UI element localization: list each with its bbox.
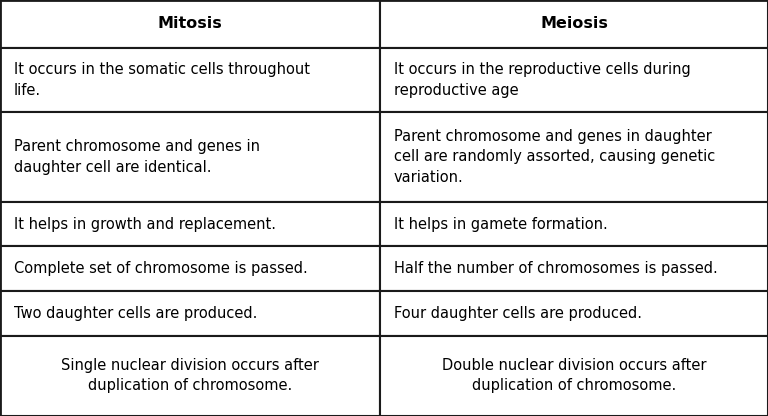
Bar: [0, 112, 380, 202]
Bar: [380, 48, 768, 112]
Text: Mitosis: Mitosis: [157, 16, 223, 32]
Text: Complete set of chromosome is passed.: Complete set of chromosome is passed.: [14, 261, 307, 276]
Bar: [380, 291, 768, 336]
Text: Single nuclear division occurs after
duplication of chromosome.: Single nuclear division occurs after dup…: [61, 358, 319, 394]
Text: Half the number of chromosomes is passed.: Half the number of chromosomes is passed…: [394, 261, 718, 276]
Bar: [0, 48, 380, 112]
Text: It occurs in the somatic cells throughout
life.: It occurs in the somatic cells throughou…: [14, 62, 310, 98]
Text: Two daughter cells are produced.: Two daughter cells are produced.: [14, 306, 257, 321]
Text: It helps in growth and replacement.: It helps in growth and replacement.: [14, 217, 276, 232]
Bar: [380, 112, 768, 202]
Text: It occurs in the reproductive cells during
reproductive age: It occurs in the reproductive cells duri…: [394, 62, 690, 98]
Bar: [0, 246, 380, 291]
Text: It helps in gamete formation.: It helps in gamete formation.: [394, 217, 607, 232]
Bar: [380, 336, 768, 416]
Text: Parent chromosome and genes in
daughter cell are identical.: Parent chromosome and genes in daughter …: [14, 139, 260, 175]
Bar: [0, 291, 380, 336]
Text: Meiosis: Meiosis: [540, 16, 608, 32]
Bar: [380, 0, 768, 48]
Bar: [0, 202, 380, 246]
Text: Double nuclear division occurs after
duplication of chromosome.: Double nuclear division occurs after dup…: [442, 358, 707, 394]
Text: Four daughter cells are produced.: Four daughter cells are produced.: [394, 306, 642, 321]
Bar: [0, 0, 380, 48]
Text: Parent chromosome and genes in daughter
cell are randomly assorted, causing gene: Parent chromosome and genes in daughter …: [394, 129, 715, 185]
Bar: [0, 336, 380, 416]
Bar: [380, 246, 768, 291]
Bar: [380, 202, 768, 246]
